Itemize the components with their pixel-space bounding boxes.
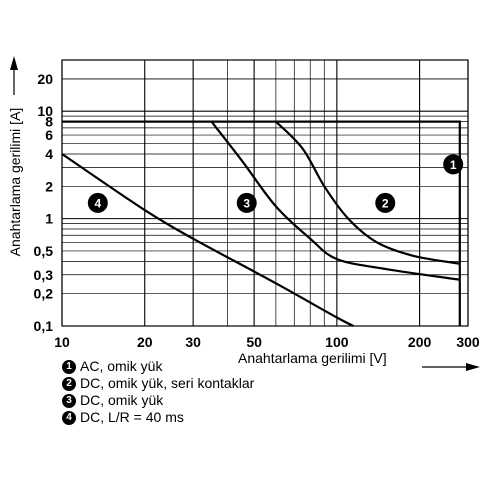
legend-item: 3 DC, omik yük — [62, 392, 254, 409]
legend: 1 AC, omik yük 2 DC, omik yük, seri kont… — [62, 358, 254, 426]
y-tick-label: 20 — [37, 71, 53, 87]
y-tick-label: 1 — [45, 211, 53, 227]
y-tick-label: 6 — [45, 127, 53, 143]
legend-item: 1 AC, omik yük — [62, 358, 254, 375]
x-tick-label: 30 — [185, 334, 201, 350]
x-tick-label: 50 — [246, 334, 262, 350]
legend-marker-3-icon: 3 — [62, 393, 76, 408]
curve-marker-3-icon — [236, 192, 257, 213]
y-tick-label: 0,3 — [34, 267, 54, 283]
curve-marker-4-icon — [87, 192, 108, 213]
legend-marker-4-icon: 4 — [62, 410, 76, 425]
y-tick-label: 8 — [45, 114, 53, 130]
legend-marker-1-icon: 1 — [62, 359, 76, 374]
curve-marker-3: 3 — [236, 192, 257, 213]
curve-marker-1: 1 — [443, 154, 464, 175]
curve-marker-label: 4 — [94, 196, 101, 210]
curve-marker-2: 2 — [375, 192, 396, 213]
x-tick-label: 20 — [137, 334, 153, 350]
y-tick-label: 0,1 — [34, 318, 54, 334]
series-line-2 — [275, 120, 460, 265]
x-tick-label: 300 — [456, 334, 480, 350]
curve-marker-2-icon — [375, 192, 396, 213]
y-tick-label: 2 — [45, 178, 53, 194]
legend-marker-2-icon: 2 — [62, 376, 76, 391]
curve-marker-label: 1 — [450, 158, 457, 172]
plot-frame — [61, 59, 469, 327]
curve-marker-label: 3 — [243, 196, 250, 210]
plot-border — [61, 59, 469, 327]
legend-item: 4 DC, L/R = 40 ms — [62, 409, 254, 426]
legend-label: DC, omik yük, seri kontaklar — [80, 375, 255, 391]
curve-marker-1-icon — [443, 154, 464, 175]
y-axis-title: Anahtarlama gerilimi [A] — [7, 108, 23, 257]
x-axis-title: Anahtarlama gerilimi [V] — [238, 350, 387, 366]
x-tick-label: 10 — [54, 334, 70, 350]
legend-label: AC, omik yük — [80, 358, 163, 374]
curve-markers: 1 2 3 4 — [87, 154, 464, 213]
y-tick-label: 0,5 — [34, 243, 54, 259]
x-axis-arrow-icon — [466, 363, 480, 371]
y-tick-label: 4 — [45, 146, 53, 162]
y-axis-arrow-icon — [10, 56, 18, 70]
curve-marker-label: 2 — [382, 196, 389, 210]
legend-label: DC, L/R = 40 ms — [80, 409, 184, 425]
series-lines — [61, 120, 461, 327]
y-tick-label: 10 — [37, 103, 53, 119]
series-line-4 — [61, 153, 355, 327]
legend-item: 2 DC, omik yük, seri kontaklar — [62, 375, 254, 392]
legend-label: DC, omik yük — [80, 392, 164, 408]
curve-marker-4: 4 — [87, 192, 108, 213]
series-line-3 — [210, 120, 460, 281]
series-line-1 — [62, 120, 461, 326]
x-tick-label: 200 — [408, 334, 432, 350]
x-tick-label: 100 — [325, 334, 349, 350]
y-tick-label: 0,2 — [34, 286, 54, 302]
